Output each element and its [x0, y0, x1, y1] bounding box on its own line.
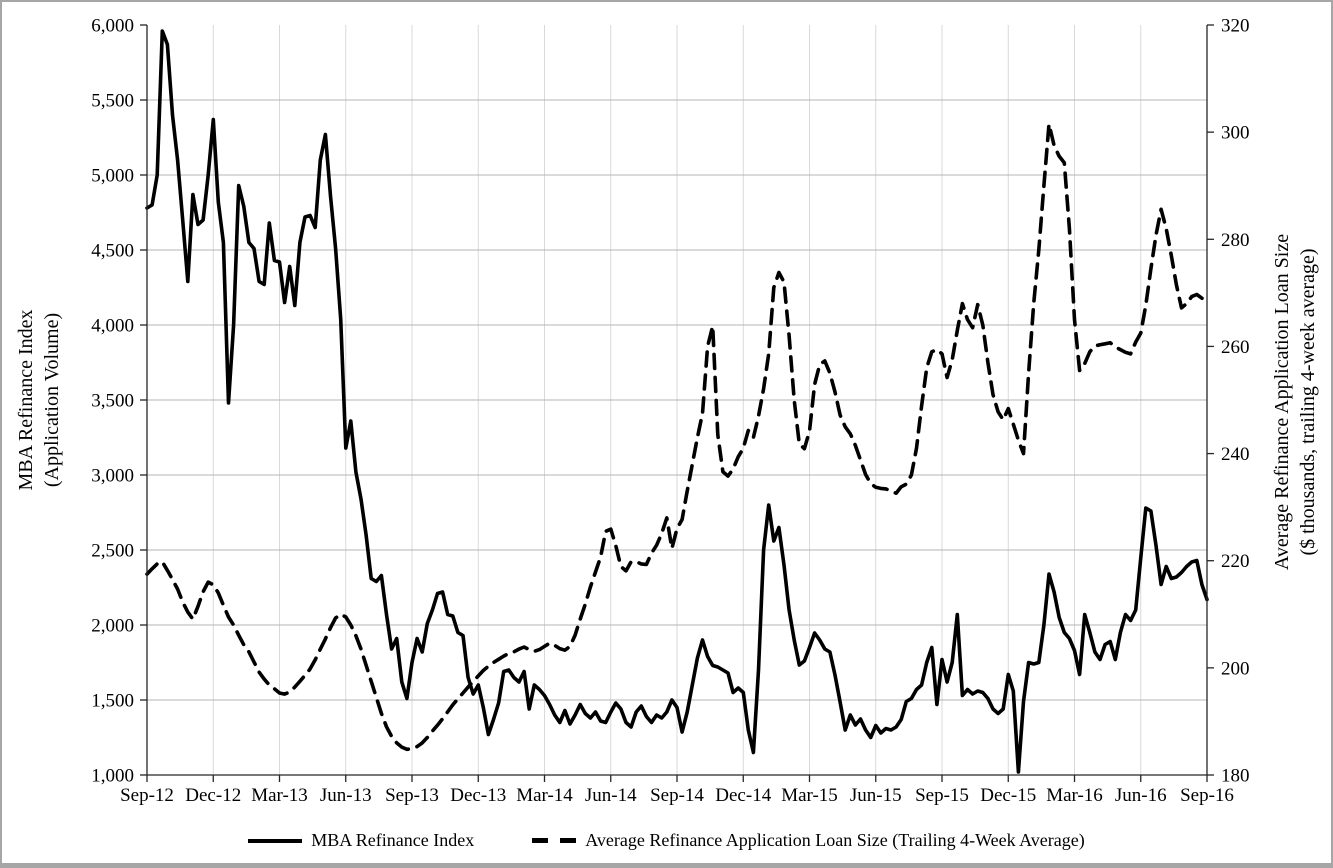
svg-text:6,000: 6,000	[91, 16, 134, 37]
svg-text:Jun-14: Jun-14	[585, 785, 637, 806]
svg-text:2,000: 2,000	[91, 616, 134, 637]
right-axis-title-line2: ($ thousands, trailing 4-week average)	[1297, 248, 1319, 555]
svg-text:Sep-12: Sep-12	[120, 785, 174, 806]
svg-text:3,000: 3,000	[91, 466, 134, 487]
svg-text:3,500: 3,500	[91, 391, 134, 412]
svg-text:Sep-15: Sep-15	[915, 785, 969, 806]
svg-text:4,000: 4,000	[91, 316, 134, 337]
svg-text:Dec-12: Dec-12	[185, 785, 241, 806]
svg-text:Jun-15: Jun-15	[850, 785, 902, 806]
svg-text:Dec-14: Dec-14	[715, 785, 771, 806]
solid-line-swatch-icon	[248, 838, 303, 843]
svg-text:200: 200	[1221, 658, 1250, 679]
series-dashed-line	[145, 122, 1209, 752]
left-axis-title-line1: MBA Refinance Index	[15, 309, 37, 490]
svg-text:Mar-15: Mar-15	[781, 785, 838, 806]
axes	[140, 24, 1214, 782]
svg-text:220: 220	[1221, 551, 1250, 572]
svg-text:300: 300	[1221, 123, 1250, 144]
svg-text:240: 240	[1221, 444, 1250, 465]
svg-text:320: 320	[1221, 16, 1250, 37]
svg-text:2,500: 2,500	[91, 541, 134, 562]
right-axis-title-line1: Average Refinance Application Loan Size	[1271, 234, 1293, 570]
refinance-line-chart: 1,000 1,500 2,000 2,500 3,000 3,500 4,000 4,500…	[15, 16, 1319, 807]
svg-text:Mar-16: Mar-16	[1046, 785, 1103, 806]
legend-item-loan-size: Average Refinance Application Loan Size …	[532, 830, 1085, 851]
svg-text:1,500: 1,500	[91, 691, 134, 712]
left-axis-title-line2: (Application Volume)	[41, 313, 63, 487]
svg-text:Mar-14: Mar-14	[516, 785, 573, 806]
svg-text:Mar-13: Mar-13	[251, 785, 308, 806]
svg-text:Sep-13: Sep-13	[385, 785, 439, 806]
svg-text:5,500: 5,500	[91, 91, 134, 112]
x-axis-tick-labels: Sep-12 Dec-12 Mar-13 Jun-13 Sep-13 Dec-13 Mar-…	[120, 785, 1234, 806]
legend-label: MBA Refinance Index	[311, 830, 475, 850]
svg-text:Jun-16: Jun-16	[1115, 785, 1167, 806]
svg-text:4,500: 4,500	[91, 241, 134, 262]
svg-text:180: 180	[1221, 766, 1250, 787]
svg-text:Jun-13: Jun-13	[320, 785, 372, 806]
legend: MBA Refinance Index Average Refinance Ap…	[2, 830, 1331, 851]
right-axis-tick-labels: 180 200 220 240 260 280 300 320	[1221, 16, 1250, 787]
series-solid-line	[145, 29, 1209, 774]
dashed-line-swatch-icon	[532, 838, 577, 843]
svg-text:260: 260	[1221, 337, 1250, 358]
svg-text:Sep-16: Sep-16	[1180, 785, 1234, 806]
svg-text:Sep-14: Sep-14	[650, 785, 704, 806]
plot-series	[145, 29, 1209, 774]
svg-text:Dec-13: Dec-13	[450, 785, 506, 806]
svg-text:Dec-15: Dec-15	[980, 785, 1036, 806]
horizontal-gridlines	[147, 99, 1207, 701]
svg-text:280: 280	[1221, 230, 1250, 251]
svg-text:5,000: 5,000	[91, 166, 134, 187]
svg-text:1,000: 1,000	[91, 766, 134, 787]
left-axis-tick-labels: 1,000 1,500 2,000 2,500 3,000 3,500 4,000 4,500…	[91, 16, 134, 787]
legend-item-refinance-index: MBA Refinance Index	[248, 830, 474, 851]
legend-label: Average Refinance Application Loan Size …	[585, 830, 1085, 850]
